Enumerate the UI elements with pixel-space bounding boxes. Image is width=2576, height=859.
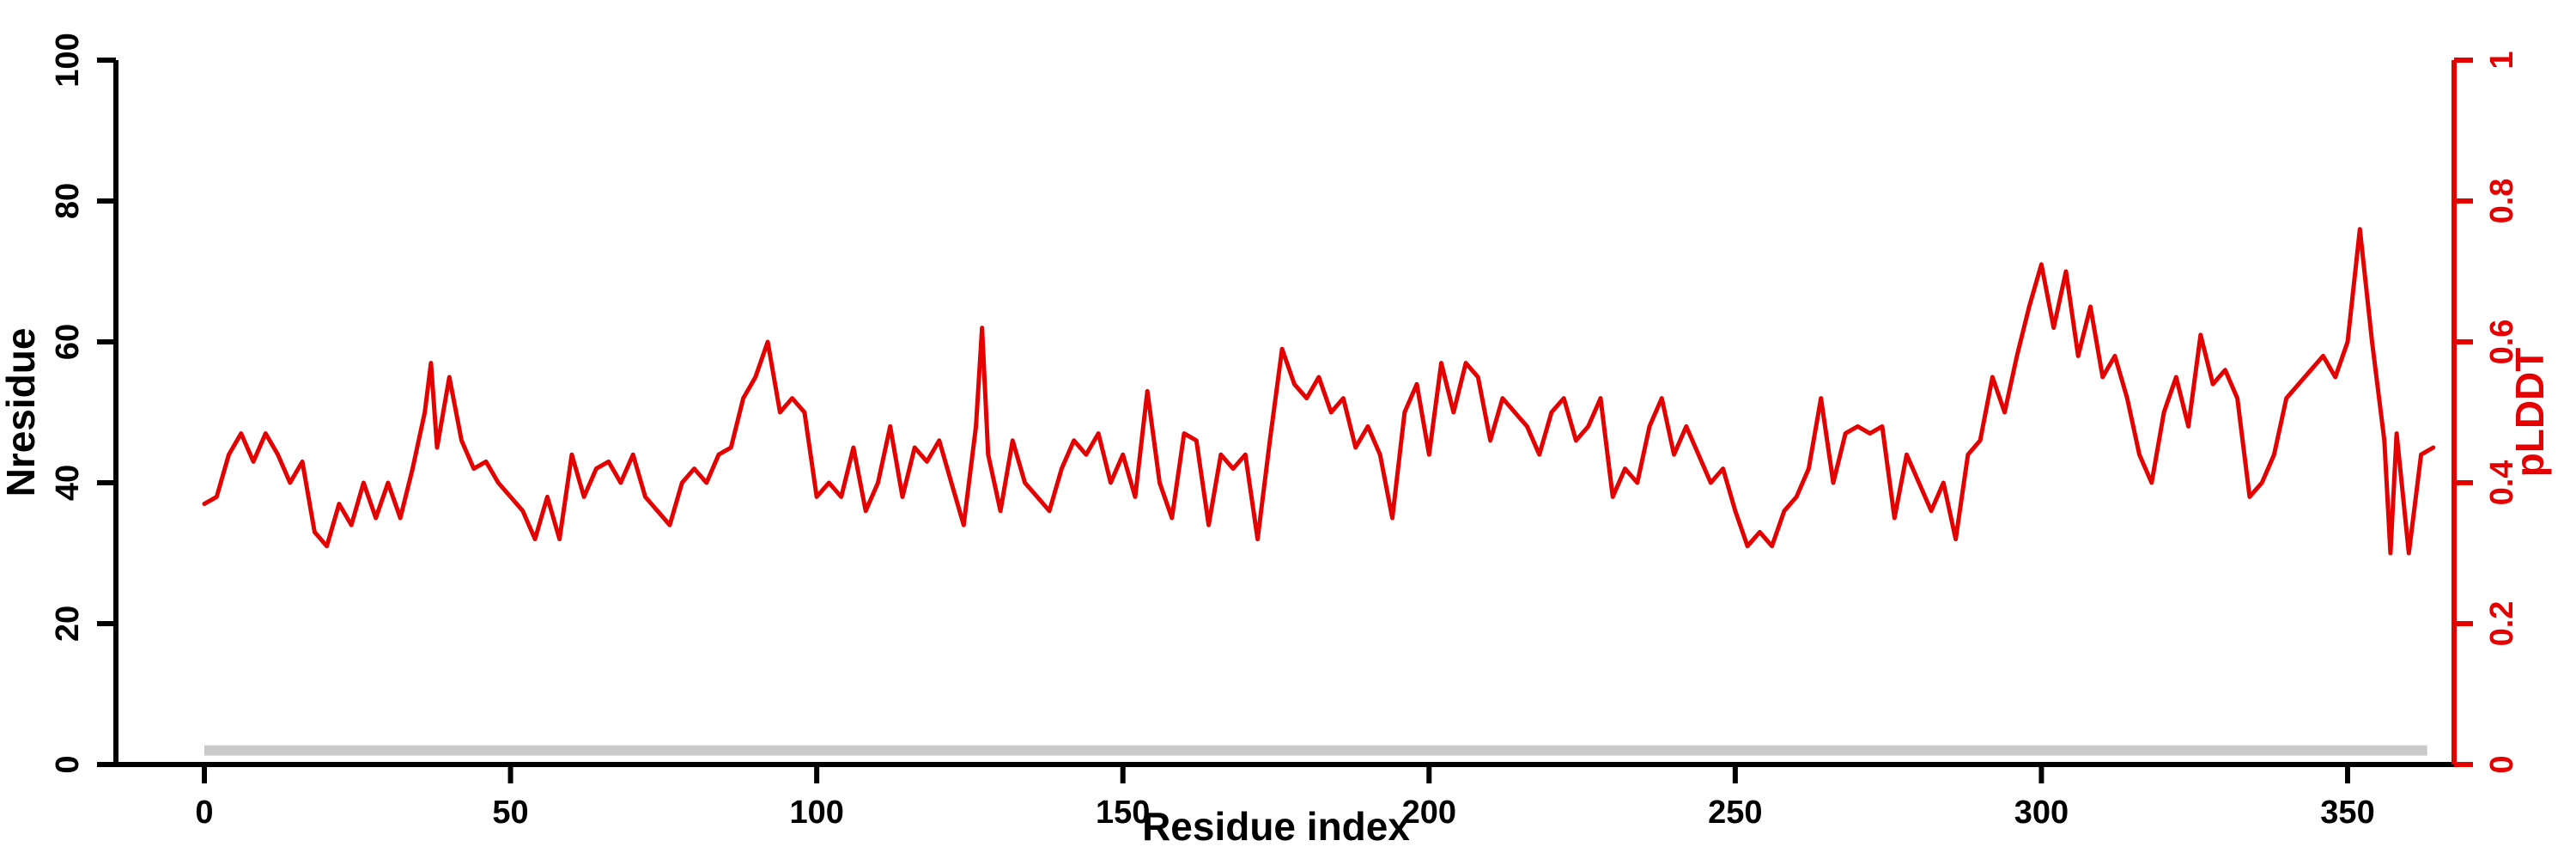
plddt-line — [202, 227, 2436, 556]
x-axis-title: Residue index — [1142, 804, 1410, 849]
y-right-tick-label: 0.4 — [2484, 460, 2520, 506]
x-tick-label: 150 — [1096, 795, 1150, 831]
y-left-tick-label: 40 — [50, 465, 86, 501]
plot-area: 0 50 100 150 200 250 300 350 0 20 40 60 80 100 0 0.2 0.4… — [50, 33, 2520, 831]
x-tick-label: 250 — [1708, 795, 1762, 831]
x-tick-label: 50 — [492, 795, 528, 831]
x-tick-label: 300 — [2014, 795, 2069, 831]
y-right-tick-label: 1 — [2484, 51, 2520, 69]
y-left-tick-label: 100 — [50, 33, 86, 87]
y-right-tick-label: 0.8 — [2484, 179, 2520, 224]
x-tick-label: 0 — [195, 795, 213, 831]
y-left-tick-label: 20 — [50, 606, 86, 642]
y-right-tick-label: 0.6 — [2484, 320, 2520, 365]
x-tick-label: 200 — [1402, 795, 1456, 831]
x-tick-label: 350 — [2320, 795, 2374, 831]
x-tick-label: 100 — [789, 795, 843, 831]
y-right-tick-label: 0.2 — [2484, 601, 2520, 647]
y-right-axis-title: pLDDT — [2507, 348, 2552, 478]
y-left-tick-label: 80 — [50, 183, 86, 219]
y-left-tick-label: 60 — [50, 324, 86, 360]
y-left-tick-label: 0 — [50, 755, 86, 773]
y-right-tick-label: 0 — [2484, 755, 2520, 773]
y-left-axis-title: Nresidue — [0, 328, 43, 497]
